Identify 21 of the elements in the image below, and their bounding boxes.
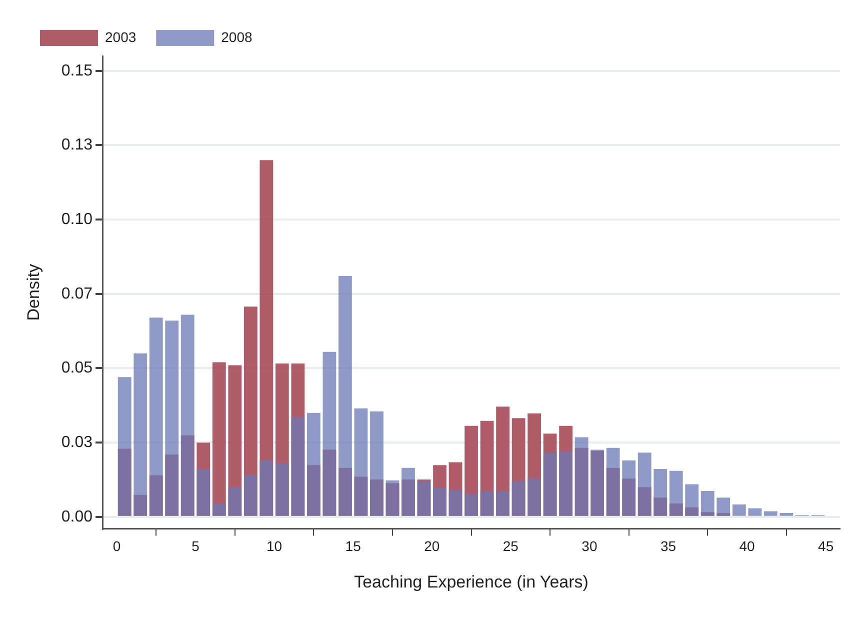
y-tick-label: 0.07 [61, 285, 93, 302]
x-tick-label: 30 [582, 538, 598, 554]
y-tick-label: 0.05 [61, 360, 93, 377]
x-tick-label: 5 [192, 538, 200, 554]
legend-label: 2008 [221, 28, 253, 45]
y-tick-label: 0.00 [61, 508, 93, 526]
legend-label: 2003 [105, 28, 136, 45]
x-tick-label: 25 [502, 538, 519, 554]
x-tick-label: 45 [818, 538, 834, 554]
x-tick-label: 35 [660, 538, 676, 554]
y-tick-label: 0.03 [61, 434, 93, 451]
x-axis-title: Teaching Experience (in Years) [354, 572, 588, 592]
x-tick-label: 40 [739, 538, 756, 554]
y-tick-label: 0.15 [61, 62, 93, 80]
y-axis-title: Density [24, 264, 43, 321]
x-tick-label: 0 [112, 538, 121, 554]
x-tick-label: 15 [345, 538, 362, 554]
x-tick-label: 10 [266, 538, 282, 554]
x-tick-label: 20 [424, 538, 440, 554]
y-tick-label: 0.13 [61, 136, 93, 154]
y-tick-label: 0.10 [61, 210, 93, 228]
